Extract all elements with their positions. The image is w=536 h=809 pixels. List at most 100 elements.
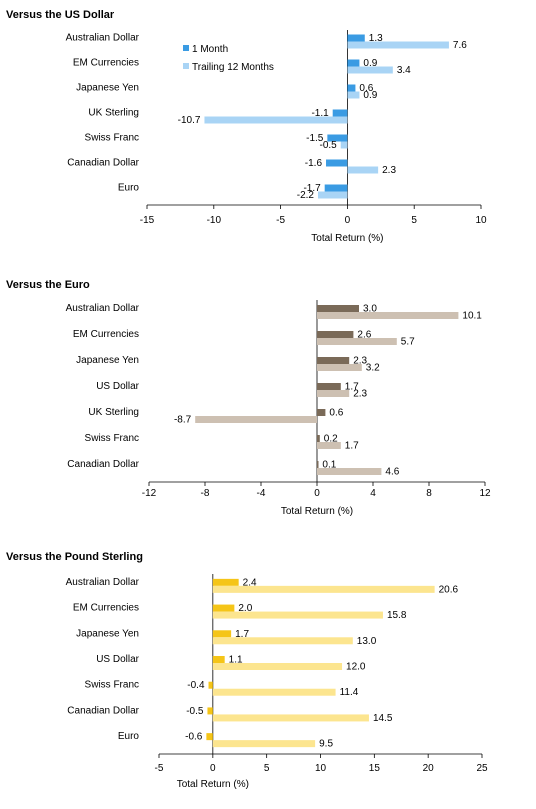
category-label: Swiss Franc <box>85 133 139 144</box>
bar-series1 <box>327 134 348 142</box>
data-label: 3.0 <box>363 304 377 315</box>
data-label: 2.3 <box>353 356 367 367</box>
legend-label: Trailing 12 Months <box>192 62 274 73</box>
bar-series2 <box>317 364 362 371</box>
bar-series1 <box>317 435 320 442</box>
chart-usd: -15 -10 -5 0 5 10 Total Return (%) Australian D… <box>66 30 487 244</box>
bar-series2 <box>212 714 369 722</box>
category-label: Canadian Dollar <box>67 705 139 716</box>
data-label: -1.6 <box>305 158 323 169</box>
bar-series1 <box>332 109 348 117</box>
data-label: 10.1 <box>462 311 482 322</box>
x-tick-label: -12 <box>142 488 157 499</box>
data-label: 9.5 <box>319 739 333 750</box>
x-axis-title: Total Return (%) <box>281 506 353 517</box>
x-tick-label: 0 <box>345 215 351 226</box>
bar-series1 <box>324 184 348 192</box>
bar-series1 <box>317 461 319 468</box>
chart-panel-gbp: Versus the Pound Sterling -5 0 5 10 15 20 25 To… <box>0 542 536 809</box>
data-label: 14.5 <box>373 713 393 724</box>
bar-series2 <box>317 338 397 345</box>
data-label: -0.5 <box>319 140 337 151</box>
x-tick-label: -15 <box>140 215 155 226</box>
bar-series2 <box>347 91 360 99</box>
x-axis-title: Total Return (%) <box>311 233 383 244</box>
chart-panel-eur: Versus the Euro -12 -8 -4 0 4 8 12 Total Return… <box>0 270 536 525</box>
category-label: US Dollar <box>96 381 139 392</box>
data-label: -1.7 <box>303 183 321 194</box>
x-tick-label: 4 <box>370 488 376 499</box>
category-label: Australian Dollar <box>66 303 140 314</box>
x-tick-label: -4 <box>257 488 266 499</box>
bar-series1 <box>207 707 213 715</box>
bar-series1 <box>208 681 213 689</box>
bar-series1 <box>317 331 354 338</box>
chart-panel-usd: Versus the US Dollar -15 -10 -5 0 5 10 Total R… <box>0 0 536 255</box>
x-tick-label: 10 <box>315 763 327 774</box>
bar-series2 <box>317 390 350 397</box>
chart-title-gbp: Versus the Pound Sterling <box>6 551 143 563</box>
data-label: 0.1 <box>322 460 336 471</box>
category-label: Euro <box>118 183 140 194</box>
category-label: EM Currencies <box>73 329 139 340</box>
bar-series2 <box>340 141 348 149</box>
data-label: 0.9 <box>363 90 377 101</box>
bar-series1 <box>347 34 365 42</box>
data-label: 0.6 <box>359 83 373 94</box>
bar-series2 <box>212 688 336 696</box>
bar-series1 <box>317 409 326 416</box>
chart-eur: -12 -8 -4 0 4 8 12 Total Return (%) Australian D… <box>66 300 491 517</box>
data-label: -1.1 <box>311 108 329 119</box>
x-tick-label: -5 <box>155 763 164 774</box>
category-label: Canadian Dollar <box>67 158 139 169</box>
bar-series2 <box>347 166 379 174</box>
bar-series1 <box>317 305 359 312</box>
category-label: Australian Dollar <box>66 577 140 588</box>
bar-series1 <box>212 604 235 612</box>
data-label: 2.0 <box>238 603 252 614</box>
x-tick-label: 25 <box>476 763 488 774</box>
data-label: 1.7 <box>345 441 359 452</box>
x-axis-title: Total Return (%) <box>177 779 249 790</box>
bar-series2 <box>212 637 353 645</box>
data-label: 0.6 <box>329 408 343 419</box>
data-label: 15.8 <box>387 610 407 621</box>
bar-series1 <box>317 357 350 364</box>
bar-series2 <box>212 611 383 619</box>
x-tick-label: 15 <box>369 763 381 774</box>
chart-title-usd: Versus the US Dollar <box>6 9 115 21</box>
bar-series2 <box>212 663 343 670</box>
data-label: -0.4 <box>187 680 205 691</box>
data-label: 3.4 <box>397 65 411 76</box>
data-label: -2.2 <box>297 190 315 201</box>
bar-series1 <box>326 159 348 167</box>
x-tick-label: 8 <box>426 488 432 499</box>
chart-gbp: -5 0 5 10 15 20 25 Total Return (%) Australian D… <box>66 574 488 790</box>
bar-series1 <box>317 383 341 390</box>
data-label: 2.6 <box>357 330 371 341</box>
category-label: UK Sterling <box>88 407 139 418</box>
bar-series2 <box>317 442 341 449</box>
bar-series2 <box>318 191 348 199</box>
data-label: -0.5 <box>186 706 204 717</box>
category-label: UK Sterling <box>88 108 139 119</box>
bar-series2 <box>317 468 382 475</box>
bar-series2 <box>347 41 449 49</box>
data-label: 2.3 <box>353 389 367 400</box>
legend-label: 1 Month <box>192 44 228 55</box>
x-tick-label: -10 <box>207 215 222 226</box>
bar-series1 <box>212 656 225 663</box>
data-label: 0.9 <box>363 58 377 69</box>
bar-series2 <box>204 116 348 124</box>
x-tick-label: 10 <box>475 215 487 226</box>
legend-swatch <box>183 63 189 69</box>
category-label: Japanese Yen <box>76 628 139 639</box>
bar-series1 <box>347 59 360 67</box>
x-tick-label: 5 <box>411 215 417 226</box>
legend-swatch <box>183 45 189 51</box>
data-label: -1.5 <box>306 133 324 144</box>
x-tick-label: -8 <box>201 488 210 499</box>
category-label: Swiss Franc <box>85 680 139 691</box>
data-label: 2.3 <box>382 165 396 176</box>
bar-series1 <box>212 630 232 638</box>
